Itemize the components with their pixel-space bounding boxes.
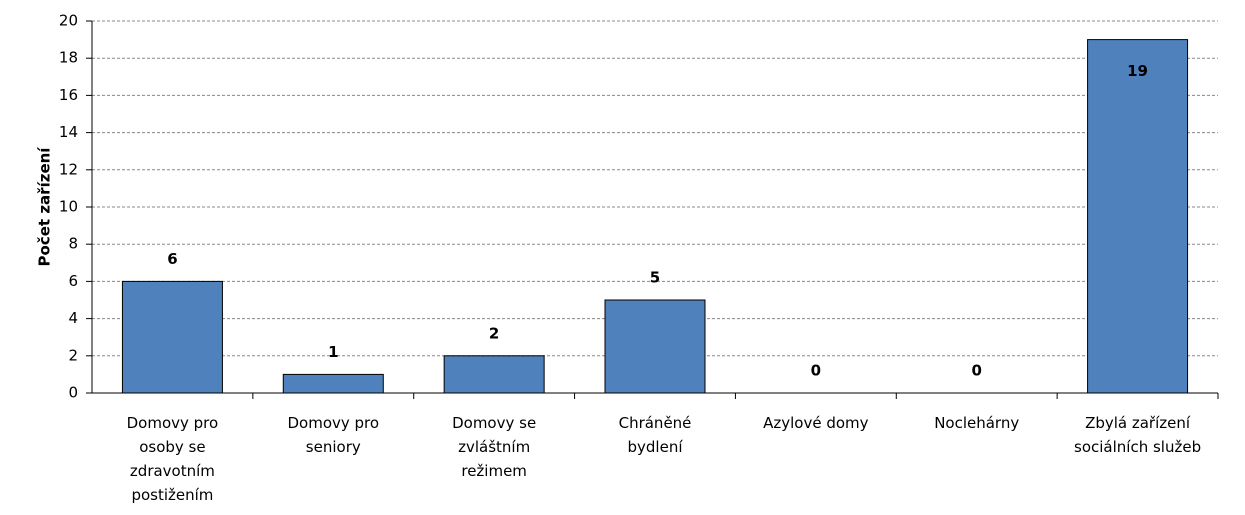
x-tick-label: Domovy se zvláštním režimem bbox=[452, 414, 537, 480]
data-label: 1 bbox=[328, 343, 338, 361]
x-tick-label: Domovy pro osoby se zdravotním postižení… bbox=[126, 414, 219, 504]
y-tick-label: 18 bbox=[59, 49, 78, 67]
x-tick-label: Zbylá zařízení sociálních služeb bbox=[1074, 414, 1202, 456]
y-tick-label: 12 bbox=[59, 160, 78, 178]
y-tick-label: 20 bbox=[59, 12, 78, 30]
x-tick-label: Noclehárny bbox=[934, 414, 1020, 432]
y-tick-label: 16 bbox=[59, 86, 78, 104]
y-tick-label: 6 bbox=[68, 272, 78, 290]
y-axis-label: Počet zařízení bbox=[36, 147, 54, 267]
data-label: 0 bbox=[971, 362, 981, 380]
bar bbox=[282, 373, 384, 394]
x-tick-label: Chráněné bydlení bbox=[618, 414, 692, 456]
y-tick-label: 10 bbox=[59, 198, 78, 216]
bar bbox=[443, 355, 545, 394]
data-label: 19 bbox=[1127, 62, 1148, 80]
data-label: 5 bbox=[650, 269, 660, 287]
y-tick-label: 14 bbox=[59, 123, 78, 141]
y-tick-label: 8 bbox=[68, 235, 78, 253]
data-label: 0 bbox=[811, 362, 821, 380]
bar bbox=[1087, 39, 1189, 394]
y-tick-label: 2 bbox=[68, 346, 78, 364]
x-tick-label: Azylové domy bbox=[763, 414, 869, 432]
y-tick-label: 0 bbox=[68, 384, 78, 402]
data-label: 2 bbox=[489, 324, 499, 342]
bar bbox=[121, 280, 223, 394]
bar bbox=[604, 299, 706, 394]
y-tick-label: 4 bbox=[68, 309, 78, 327]
x-tick-label: Domovy pro seniory bbox=[287, 414, 380, 456]
data-label: 6 bbox=[167, 250, 177, 268]
